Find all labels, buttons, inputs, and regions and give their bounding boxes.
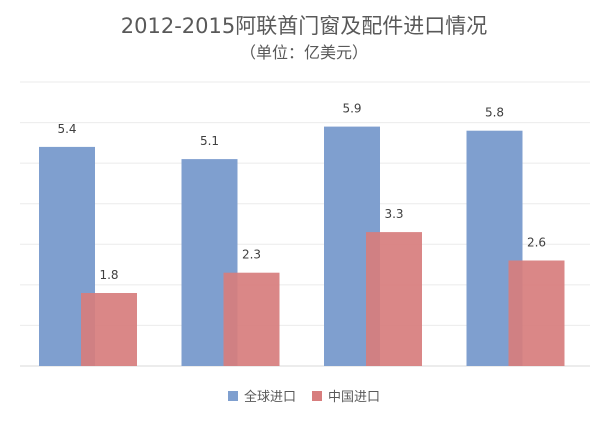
legend-item-global: 全球进口 — [227, 386, 296, 405]
data-label-china-1: 2.3 — [242, 248, 261, 262]
data-label-global-0: 5.4 — [57, 122, 76, 136]
data-label-china-3: 2.6 — [527, 236, 546, 250]
data-label-china-2: 3.3 — [384, 207, 403, 221]
legend-swatch-china — [312, 390, 322, 401]
data-label-global-1: 5.1 — [200, 134, 219, 148]
legend: 全球进口 中国进口 — [0, 386, 608, 405]
legend-label-global: 全球进口 — [243, 390, 296, 405]
data-label-china-0: 1.8 — [99, 268, 118, 282]
bar-china-1 — [223, 272, 280, 366]
chart-title: 2012-2015阿联酋门窗及配件进口情况 — [120, 14, 488, 38]
data-label-global-2: 5.9 — [342, 102, 361, 116]
data-label-global-3: 5.8 — [485, 106, 504, 120]
bar-china-3 — [508, 260, 565, 366]
bar-china-2 — [366, 232, 422, 366]
chart-subtitle: （单位：亿美元） — [239, 43, 368, 62]
bar-china-0 — [81, 293, 137, 366]
legend-item-china: 中国进口 — [312, 386, 380, 405]
legend-swatch-global — [227, 390, 238, 401]
legend-label-china: 中国进口 — [328, 390, 381, 405]
